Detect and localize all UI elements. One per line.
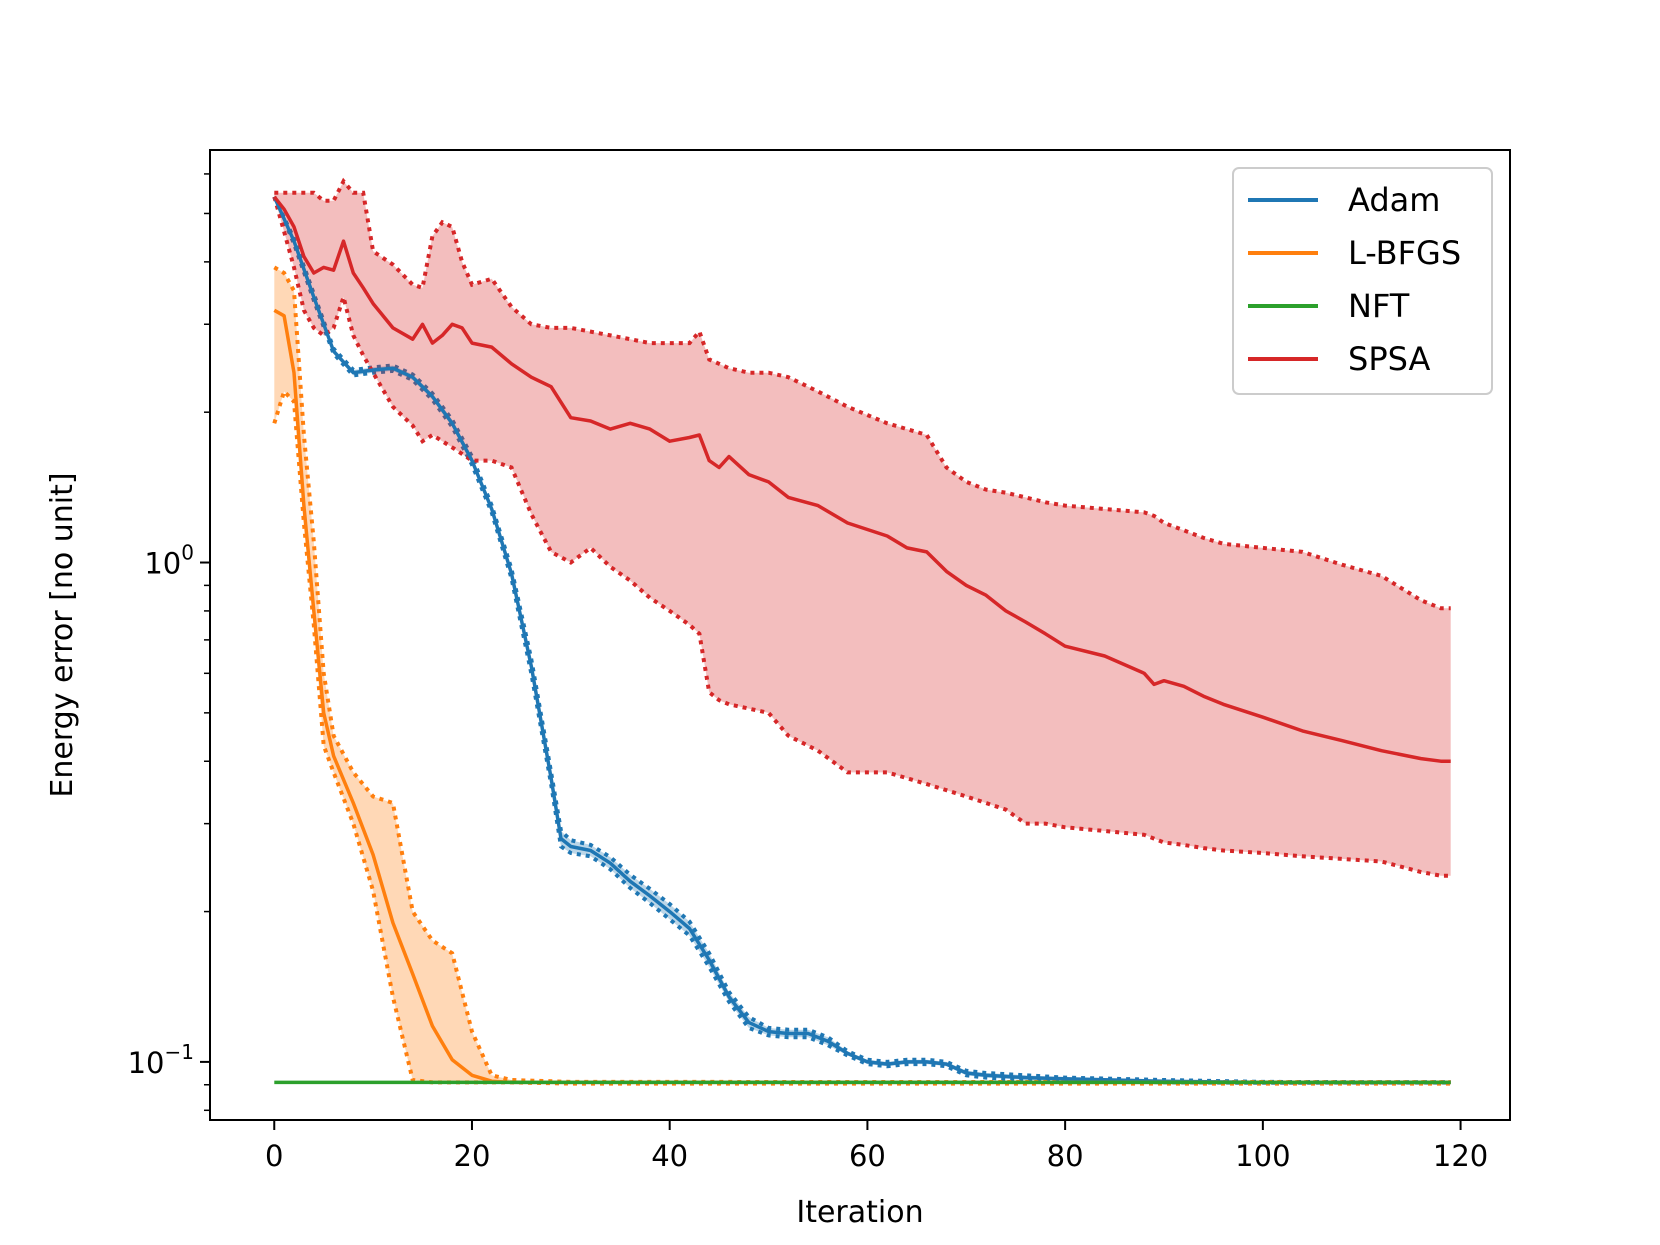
y-axis-label: Energy error [no unit] xyxy=(45,472,80,797)
y-axis: 100 10−1 xyxy=(128,173,210,1112)
y-tick-label: 10−1 xyxy=(128,1040,194,1080)
y-tick-label: 100 xyxy=(144,541,194,581)
adam-line xyxy=(272,196,1451,1085)
x-tick-label: 40 xyxy=(651,1139,688,1173)
adam-lower-bound xyxy=(272,196,1451,1085)
series-lines xyxy=(272,195,1451,1085)
x-tick-label: 60 xyxy=(849,1139,886,1173)
legend-label-adam: Adam xyxy=(1348,181,1440,219)
plot-frame xyxy=(209,149,1511,1121)
spsa-upper-bound xyxy=(274,177,1451,611)
legend-label-l-bfgs: L-BFGS xyxy=(1348,234,1461,272)
x-tick-label: 80 xyxy=(1047,1139,1084,1173)
l-bfgs-upper-bound xyxy=(273,265,1451,1085)
x-tick-label: 0 xyxy=(265,1139,283,1173)
x-axis: 0 20 40 60 80 100 120 xyxy=(265,1120,1488,1173)
x-axis-label: Iteration xyxy=(796,1195,923,1230)
legend-label-nft: NFT xyxy=(1348,287,1410,325)
spsa-line xyxy=(272,195,1451,763)
x-tick-label: 100 xyxy=(1235,1139,1290,1173)
legend: Adam L-BFGS NFT SPSA xyxy=(1232,167,1493,395)
x-tick-label: 20 xyxy=(454,1139,491,1173)
x-tick-label: 120 xyxy=(1433,1139,1488,1173)
spsa-lower-bound xyxy=(272,196,1451,878)
legend-label-spsa: SPSA xyxy=(1348,340,1431,378)
legend-box xyxy=(1232,167,1493,395)
